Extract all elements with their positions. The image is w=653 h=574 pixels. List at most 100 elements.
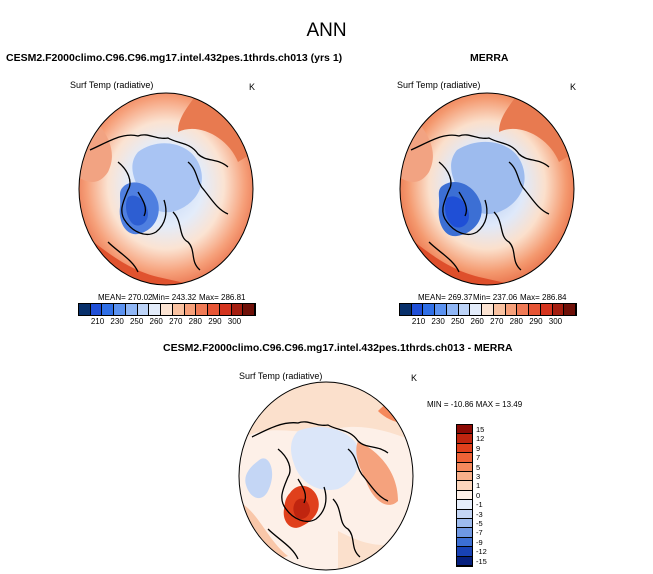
colorbar-swatch: [458, 304, 471, 315]
colorbar-tick-label: 210: [411, 317, 426, 326]
diff-minmax-label: MIN = -10.86 MAX = 13.49: [427, 400, 523, 409]
diff-units-label: K: [411, 373, 418, 383]
colorbar-swatch: [446, 304, 459, 315]
colorbar-swatch: [90, 304, 103, 315]
colorbar-tick-label: 290: [208, 317, 222, 326]
colorbar-swatch: [208, 304, 220, 315]
colorbar-swatch: [102, 304, 115, 315]
colorbar-swatch: [457, 453, 472, 463]
diff-colorbar-labels: 15 12 9 7 5 3 1 0 -1 -3 -5 -7 -9 -12 -15: [476, 424, 506, 567]
test-polar-map: [78, 92, 254, 286]
colorbar-tick-label: 280: [509, 317, 523, 326]
colorbar-tick-label: 290: [529, 317, 543, 326]
colorbar-tick-label: 250: [450, 317, 465, 326]
colorbar-tick-label: 270: [169, 317, 183, 326]
colorbar-swatch: [400, 304, 412, 315]
diff-polar-map: [238, 381, 414, 571]
colorbar-tick-label: -7: [476, 528, 483, 538]
colorbar-swatch: [435, 304, 447, 315]
colorbar-tick-label: 9: [476, 443, 481, 453]
colorbar-tick-label: 5: [476, 462, 481, 472]
colorbar-swatch: [243, 304, 256, 315]
colorbar-swatch: [137, 304, 150, 315]
obs-variable-label: Surf Temp (radiative): [397, 80, 481, 90]
obs-min-label: Min= 237.06: [473, 293, 518, 302]
obs-mean-label: MEAN= 269.37: [418, 293, 473, 302]
colorbar-tick-label: 280: [188, 317, 202, 326]
colorbar-swatch: [411, 304, 424, 315]
colorbar-swatch: [482, 304, 494, 315]
colorbar-swatch: [125, 304, 138, 315]
colorbar-tick-label: 230: [110, 317, 124, 326]
colorbar-swatch: [423, 304, 436, 315]
colorbar-swatch: [457, 537, 472, 548]
colorbar-tick-label: 15: [476, 425, 485, 434]
colorbar-swatch: [161, 304, 173, 315]
test-colorbar: [78, 303, 256, 316]
obs-polar-map: [399, 92, 575, 286]
colorbar-tick-label: -3: [476, 509, 483, 519]
colorbar-swatch: [219, 304, 232, 315]
colorbar-swatch: [457, 490, 472, 501]
colorbar-tick-label: 230: [431, 317, 445, 326]
colorbar-swatch: [457, 509, 472, 520]
colorbar-tick-label: 210: [90, 317, 105, 326]
colorbar-swatch: [457, 556, 472, 567]
test-units-label: K: [249, 82, 256, 92]
colorbar-tick-label: -12: [476, 547, 487, 557]
colorbar-swatch: [149, 304, 162, 315]
colorbar-tick-label: 270: [490, 317, 504, 326]
colorbar-tick-label: 260: [470, 317, 484, 326]
colorbar-swatch: [184, 304, 197, 315]
colorbar-swatch: [457, 425, 472, 435]
colorbar-tick-label: 7: [476, 453, 481, 463]
colorbar-swatch: [172, 304, 185, 315]
colorbar-swatch: [457, 528, 472, 538]
colorbar-swatch: [470, 304, 483, 315]
obs-colorbar-labels: 210 230 250 260 270 280 290 300: [399, 317, 575, 329]
colorbar-swatch: [457, 434, 472, 444]
colorbar-swatch: [457, 519, 472, 529]
colorbar-tick-label: 300: [548, 317, 563, 326]
diff-case-title: CESM2.F2000climo.C96.C96.mg17.intel.432p…: [163, 342, 513, 354]
obs-max-label: Max= 286.84: [520, 293, 567, 302]
colorbar-swatch: [529, 304, 541, 315]
colorbar-swatch: [457, 443, 472, 454]
colorbar-tick-label: 260: [149, 317, 163, 326]
colorbar-tick-label: 12: [476, 434, 485, 444]
test-min-label: Min= 243.32: [152, 293, 197, 302]
colorbar-swatch: [114, 304, 126, 315]
colorbar-swatch: [493, 304, 506, 315]
diff-variable-label: Surf Temp (radiative): [239, 371, 323, 381]
colorbar-swatch: [457, 481, 472, 491]
test-case-title: CESM2.F2000climo.C96.C96.mg17.intel.432p…: [6, 52, 343, 64]
colorbar-swatch: [564, 304, 577, 315]
colorbar-tick-label: -15: [476, 556, 487, 566]
colorbar-swatch: [517, 304, 530, 315]
colorbar-swatch: [505, 304, 518, 315]
diff-colorbar: [456, 424, 473, 567]
colorbar-swatch: [457, 472, 472, 482]
colorbar-tick-label: -9: [476, 537, 483, 547]
colorbar-swatch: [196, 304, 209, 315]
colorbar-swatch: [552, 304, 565, 315]
obs-case-title: MERRA: [470, 52, 509, 64]
figure-title: ANN: [306, 20, 347, 41]
colorbar-swatch: [79, 304, 91, 315]
colorbar-swatch: [457, 500, 472, 510]
colorbar-swatch: [457, 462, 472, 473]
colorbar-tick-label: 250: [129, 317, 144, 326]
colorbar-swatch: [540, 304, 553, 315]
colorbar-tick-label: 1: [476, 481, 481, 491]
obs-units-label: K: [570, 82, 577, 92]
colorbar-swatch: [457, 547, 472, 557]
test-mean-label: MEAN= 270.02: [98, 293, 153, 302]
colorbar-tick-label: 3: [476, 472, 481, 481]
test-max-label: Max= 286.81: [199, 293, 246, 302]
test-colorbar-labels: 210 230 250 260 270 280 290 300: [78, 317, 254, 329]
colorbar-tick-label: -1: [476, 500, 483, 510]
colorbar-tick-label: 0: [476, 490, 481, 500]
colorbar-swatch: [231, 304, 244, 315]
test-variable-label: Surf Temp (radiative): [70, 80, 154, 90]
colorbar-tick-label: 300: [227, 317, 242, 326]
